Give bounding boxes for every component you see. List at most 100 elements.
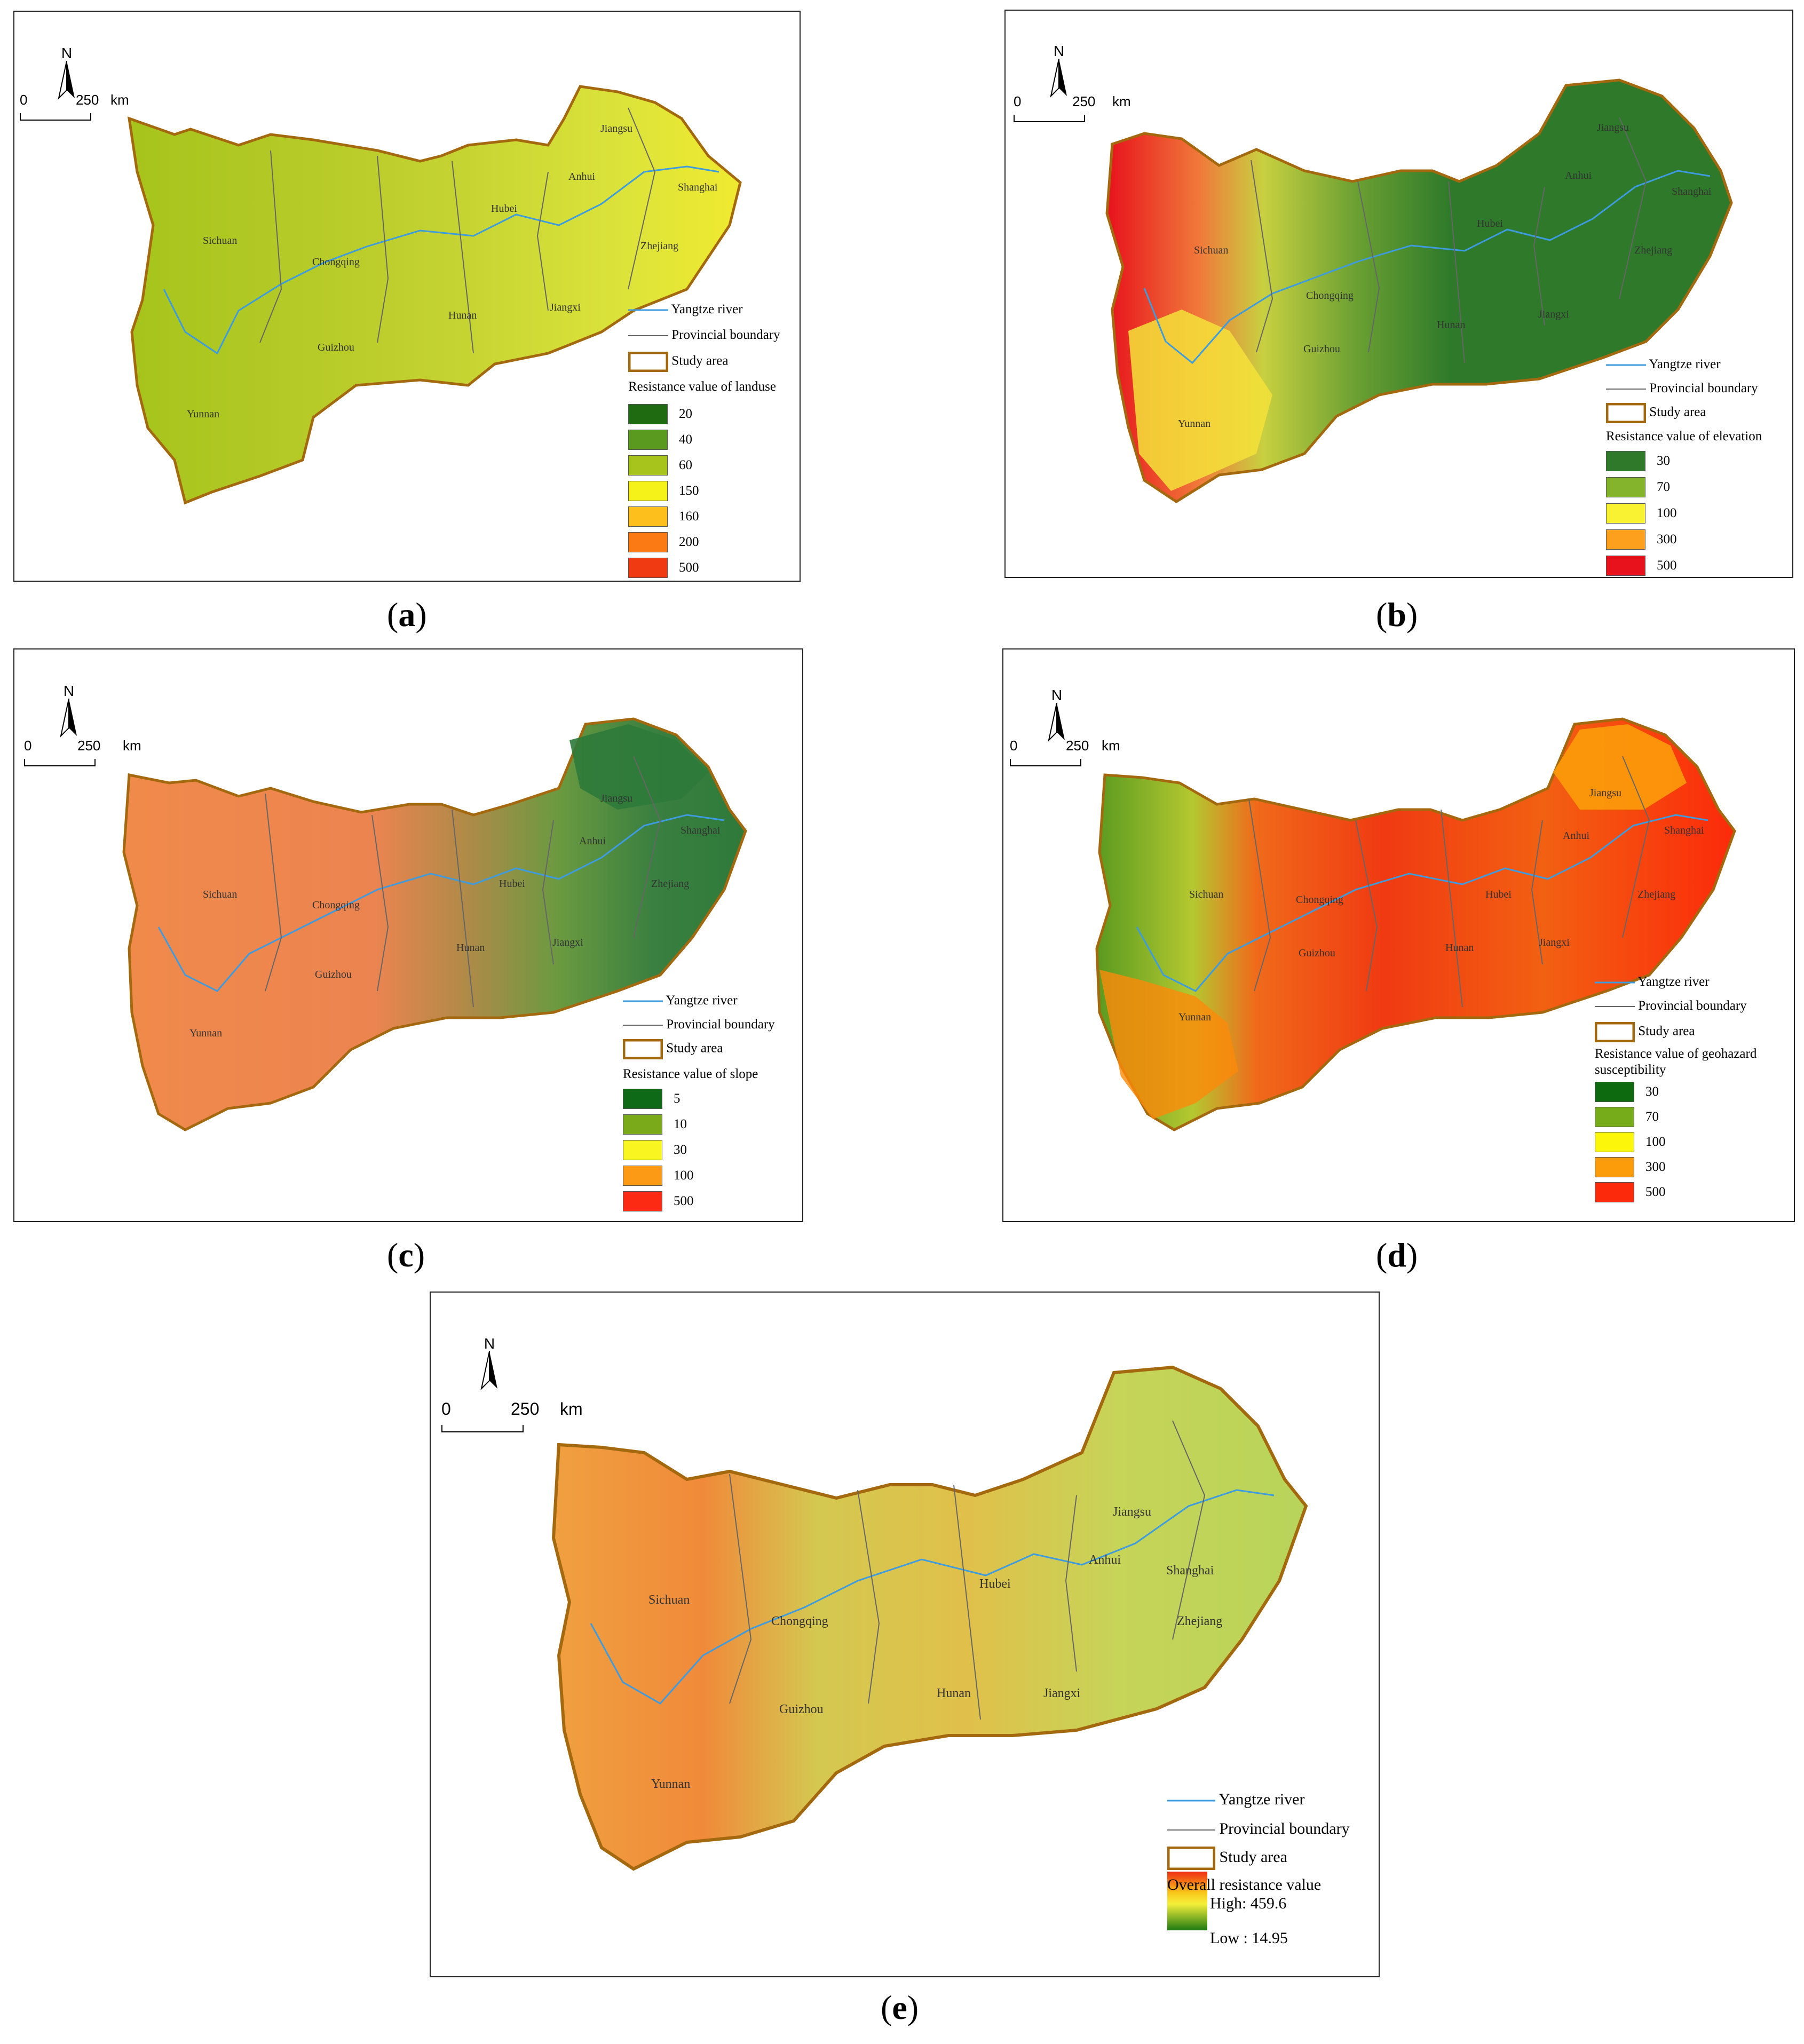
province-label-shanghai: Shanghai bbox=[678, 181, 718, 193]
geohazard-orange-north bbox=[1553, 724, 1687, 810]
map-panel-a: N 0 250 km Yangtze river Provincial boun… bbox=[13, 11, 801, 582]
map-legend: Yangtze river Provincial boundary Study … bbox=[1167, 1791, 1350, 1947]
study-area-symbol bbox=[628, 352, 668, 372]
study-area-symbol bbox=[1606, 403, 1646, 423]
study-area-boundary bbox=[122, 717, 747, 1131]
legend-high-label: High: 459.6 bbox=[1210, 1895, 1287, 1912]
province-label-shanghai: Shanghai bbox=[1672, 186, 1712, 197]
legend-value-30: 30 bbox=[1657, 454, 1670, 468]
legend-value-100: 100 bbox=[1657, 506, 1677, 520]
province-label-zhejiang: Zhejiang bbox=[1177, 1614, 1223, 1628]
legend-value-70: 70 bbox=[1645, 1110, 1659, 1124]
caption-b: (b) bbox=[1376, 596, 1418, 633]
province-label-chongqing: Chongqing bbox=[1306, 290, 1354, 302]
boundary-line-symbol bbox=[623, 1025, 663, 1026]
study-area-map bbox=[127, 85, 742, 505]
legend-swatch-30 bbox=[623, 1140, 662, 1160]
river-line-symbol bbox=[1595, 981, 1635, 984]
legend-low-label: Low : 14.95 bbox=[1210, 1929, 1288, 1947]
legend-swatch-500 bbox=[623, 1191, 662, 1211]
province-label-jiangxi: Jiangxi bbox=[1538, 308, 1569, 320]
study-area-map bbox=[551, 1365, 1308, 1930]
boundary-line-symbol bbox=[1606, 389, 1646, 390]
legend-swatch-10 bbox=[623, 1114, 662, 1135]
province-label-sichuan: Sichuan bbox=[1194, 244, 1229, 256]
study-area-boundary bbox=[127, 85, 742, 505]
province-label-yunnan: Yunnan bbox=[651, 1777, 691, 1791]
north-arrow: N bbox=[473, 1335, 505, 1394]
provincial-boundary bbox=[729, 1420, 1206, 1720]
province-label-jiangxi: Jiangxi bbox=[550, 302, 581, 313]
yangtze-river bbox=[1136, 814, 1708, 992]
legend-value-500: 500 bbox=[674, 1194, 694, 1208]
provincial-boundary bbox=[1251, 117, 1647, 363]
province-label-hunan: Hunan bbox=[1437, 319, 1466, 331]
yangtze-river bbox=[1143, 170, 1711, 365]
north-arrow: N bbox=[51, 45, 83, 104]
map-legend: Yangtze river Provincial boundary Study … bbox=[623, 994, 799, 1218]
province-label-yunnan: Yunnan bbox=[1178, 418, 1211, 430]
legend-swatch-30 bbox=[1606, 451, 1645, 471]
study-area-symbol bbox=[623, 1039, 663, 1059]
province-label-sichuan: Sichuan bbox=[203, 889, 238, 900]
province-label-hubei: Hubei bbox=[499, 878, 525, 890]
legend-value-10: 10 bbox=[674, 1117, 687, 1131]
province-label-yunnan: Yunnan bbox=[189, 1027, 223, 1039]
study-area-symbol bbox=[1595, 1022, 1635, 1042]
legend-value-5: 5 bbox=[674, 1091, 681, 1106]
province-label-hunan: Hunan bbox=[456, 942, 485, 954]
province-label-zhejiang: Zhejiang bbox=[651, 878, 690, 890]
legend-value-150: 150 bbox=[679, 484, 699, 498]
legend-value-40: 40 bbox=[679, 432, 692, 447]
caption-c: (c) bbox=[387, 1236, 425, 1274]
legend-value-200: 200 bbox=[679, 535, 699, 549]
legend-value-20: 20 bbox=[679, 407, 692, 421]
scale-bar: 0 250 km bbox=[20, 92, 153, 129]
legend-value-500: 500 bbox=[1645, 1185, 1666, 1199]
legend-title: Overall resistance value bbox=[1167, 1876, 1322, 1894]
province-label-guizhou: Guizhou bbox=[779, 1702, 824, 1716]
legend-swatch-200 bbox=[628, 532, 668, 552]
legend-swatch-60 bbox=[628, 455, 668, 476]
boundary-line-symbol bbox=[628, 335, 668, 337]
map-legend: Yangtze river Provincial boundary Study … bbox=[1606, 358, 1787, 577]
province-label-hunan: Hunan bbox=[448, 310, 477, 321]
province-label-jiangsu: Jiangsu bbox=[1113, 1505, 1151, 1519]
legend-swatch-100 bbox=[623, 1166, 662, 1186]
study-area-boundary bbox=[551, 1365, 1308, 1871]
river-line-symbol bbox=[1167, 1800, 1215, 1802]
legend-swatch-5 bbox=[623, 1089, 662, 1109]
province-label-zhejiang: Zhejiang bbox=[1637, 889, 1676, 900]
province-label-zhejiang: Zhejiang bbox=[1634, 244, 1673, 256]
legend-title: Resistance value of landuse bbox=[628, 379, 776, 394]
legend-title: Resistance value of elevation bbox=[1606, 429, 1762, 443]
legend-value-160: 160 bbox=[679, 509, 699, 524]
caption-d: (d) bbox=[1376, 1236, 1418, 1274]
map-legend: Yangtze river Provincial boundary Study … bbox=[1595, 975, 1792, 1221]
map-panel-c: N 0 250 km Yangtze river Provincial boun… bbox=[13, 648, 803, 1222]
slope-green-east bbox=[569, 724, 708, 810]
legend-value-500: 500 bbox=[679, 560, 699, 575]
province-label-guizhou: Guizhou bbox=[318, 342, 354, 353]
yangtze-river bbox=[590, 1489, 1275, 1705]
province-label-chongqing: Chongqing bbox=[771, 1614, 828, 1628]
province-label-jiangsu: Jiangsu bbox=[600, 793, 632, 804]
legend-swatch-30 bbox=[1595, 1082, 1634, 1102]
study-area-map bbox=[1095, 717, 1736, 1131]
scale-bar: 0 250 km bbox=[441, 1399, 602, 1442]
legend-swatch-70 bbox=[1595, 1107, 1634, 1127]
map-panel-b: N 0 250 km Yangtze river Provincial boun… bbox=[1004, 10, 1793, 578]
scale-bar: 0 250 km bbox=[24, 738, 157, 775]
caption-e: (e) bbox=[881, 1988, 919, 2026]
province-label-shanghai: Shanghai bbox=[1664, 825, 1704, 836]
legend-swatch-500 bbox=[628, 558, 668, 578]
legend-swatch-70 bbox=[1606, 477, 1645, 497]
province-label-anhui: Anhui bbox=[1089, 1553, 1121, 1567]
study-area-symbol bbox=[1167, 1847, 1215, 1870]
legend-value-300: 300 bbox=[1657, 532, 1677, 546]
province-label-chongqing: Chongqing bbox=[312, 899, 360, 911]
province-label-jiangsu: Jiangsu bbox=[600, 123, 632, 134]
legend-value-30: 30 bbox=[1645, 1084, 1659, 1099]
legend-value-100: 100 bbox=[674, 1168, 694, 1183]
province-label-jiangxi: Jiangxi bbox=[552, 937, 583, 948]
